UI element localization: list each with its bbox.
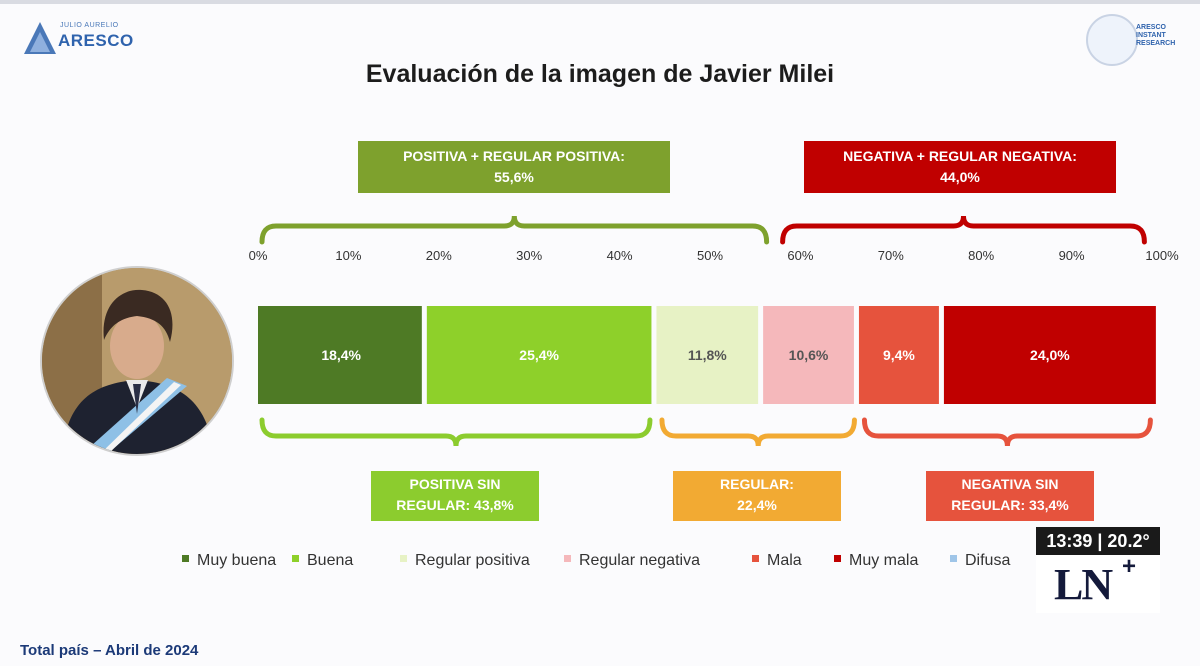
legend-swatch	[400, 555, 407, 563]
logo-right-line-2: INSTANT	[1136, 32, 1166, 39]
x-axis-ticks: 0% 10% 20% 30% 40% 50% 60% 70% 80% 90% 100%	[249, 248, 1179, 263]
bar-value-label: 24,0%	[1030, 347, 1070, 363]
summary-label: POSITIVA SIN	[409, 476, 501, 492]
summary-label: POSITIVA + REGULAR POSITIVA:	[403, 148, 625, 164]
summary-label: NEGATIVA SIN	[961, 476, 1059, 492]
x-tick-label: 50%	[697, 248, 723, 263]
summary-value: 55,6%	[494, 169, 534, 185]
legend-item: Muy mala	[834, 552, 918, 570]
brace-negativa-total	[780, 215, 1147, 245]
legend-label: Muy buena	[197, 552, 277, 569]
x-tick-label: 100%	[1145, 248, 1179, 263]
legend-swatch	[292, 555, 299, 563]
bar-segment	[426, 306, 652, 404]
summary-negativa-sin-regular: NEGATIVA SIN REGULAR: 33,4%	[926, 471, 1094, 521]
window-top-edge	[0, 0, 1200, 4]
summary-regular: REGULAR: 22,4%	[673, 471, 841, 521]
legend-item: Mala	[752, 552, 802, 570]
bar-segment	[763, 306, 854, 404]
summary-positiva-regular-positiva: POSITIVA + REGULAR POSITIVA: 55,6%	[358, 141, 670, 193]
ln-logo-text: LN	[1054, 560, 1113, 609]
x-tick-label: 20%	[426, 248, 452, 263]
logo-left-big-text: ARESCO	[58, 31, 134, 50]
x-tick-label: 60%	[787, 248, 813, 263]
legend-label: Mala	[767, 552, 802, 569]
research-logo-icon	[1086, 14, 1138, 66]
summary-value: 22,4%	[737, 497, 777, 513]
bar-value-label: 25,4%	[519, 347, 559, 363]
summary-negativa-regular-negativa: NEGATIVA + REGULAR NEGATIVA: 44,0%	[804, 141, 1116, 193]
legend-item: Buena	[292, 552, 353, 570]
ln-plus-logo: LN +	[1036, 553, 1160, 613]
x-tick-label: 10%	[335, 248, 361, 263]
bar-segment	[858, 306, 939, 404]
legend-label: Buena	[307, 552, 354, 569]
logo-right-line-3: RESEARCH	[1136, 40, 1176, 47]
tv-clock-badge: 13:39 | 20.2°	[1036, 527, 1160, 555]
group-braces	[259, 215, 1153, 447]
x-tick-label: 70%	[878, 248, 904, 263]
bar-segment	[656, 306, 759, 404]
legend-swatch	[834, 555, 841, 563]
portrait-icon	[42, 268, 232, 454]
footer-note: Total país – Abril de 2024	[20, 642, 199, 659]
legend-label: Regular negativa	[579, 552, 700, 569]
summary-label: NEGATIVA + REGULAR NEGATIVA:	[843, 148, 1077, 164]
x-tick-label: 30%	[516, 248, 542, 263]
legend-label: Muy mala	[849, 552, 919, 569]
x-tick-label: 90%	[1059, 248, 1085, 263]
legend-item: Muy buena	[182, 552, 276, 570]
brace-negativa-sin-regular	[861, 417, 1153, 447]
legend-swatch	[752, 555, 759, 563]
summary-label: REGULAR:	[720, 476, 794, 492]
x-tick-label: 0%	[249, 248, 268, 263]
bar-value-label: 9,4%	[883, 347, 915, 363]
legend-swatch	[564, 555, 571, 563]
brace-regular	[659, 417, 857, 447]
bar-value-label: 18,4%	[321, 347, 361, 363]
legend-label: Difusa	[965, 552, 1011, 569]
bar-segment	[258, 306, 422, 404]
legend-item: Regular negativa	[564, 552, 700, 570]
legend-item: Regular positiva	[400, 552, 530, 570]
javier-milei-portrait	[40, 266, 234, 456]
aresco-logo: JULIO AURELIO ARESCO	[22, 16, 142, 60]
legend-swatch	[182, 555, 189, 563]
triangle-logo-icon	[24, 22, 56, 54]
brace-positiva-sin-regular	[259, 417, 653, 447]
chart-title: Evaluación de la imagen de Javier Milei	[365, 60, 835, 88]
x-tick-label: 40%	[607, 248, 633, 263]
bar-value-label: 11,8%	[688, 347, 727, 363]
brace-positiva-total	[259, 215, 770, 245]
summary-value: REGULAR: 43,8%	[396, 497, 514, 513]
x-tick-label: 80%	[968, 248, 994, 263]
legend-item: Difusa	[950, 552, 1010, 570]
logo-left-small-text: JULIO AURELIO	[60, 22, 119, 29]
summary-value: 44,0%	[940, 169, 980, 185]
ln-logo-plus: +	[1122, 553, 1137, 580]
legend-label: Regular positiva	[415, 552, 530, 569]
logo-right-line-1: ARESCO	[1136, 24, 1166, 31]
legend-swatch	[950, 555, 957, 563]
bar-segments: 18,4% 25,4% 11,8% 10,6% 9,4% 24,0%	[258, 306, 1156, 404]
aresco-instant-research-logo: ARESCO INSTANT RESEARCH	[1086, 14, 1181, 66]
summary-positiva-sin-regular: POSITIVA SIN REGULAR: 43,8%	[371, 471, 539, 521]
summary-value: REGULAR: 33,4%	[951, 497, 1069, 513]
bar-value-label: 10,6%	[789, 347, 829, 363]
bar-segment	[943, 306, 1156, 404]
